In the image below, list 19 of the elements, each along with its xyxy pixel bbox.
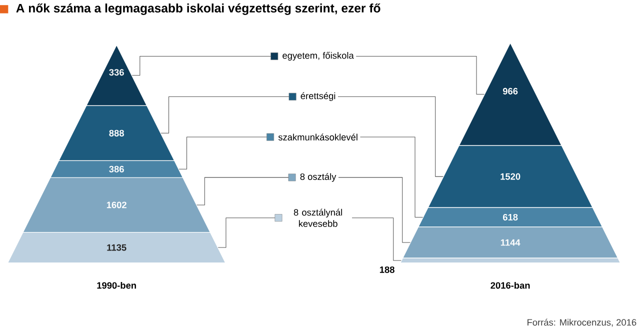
data-label: 1135 [107,244,126,251]
text: Forrás: Mikrocenzus, 2016 [528,318,636,327]
data-label: 386 [109,166,124,172]
category-label: 1990-ben [97,282,136,289]
legend-label: 8 osztály [300,173,336,182]
text: A nők száma a legmagasabb iskolai végzettség szerint, ezer fő [16,3,380,15]
data-label: 1144 [500,239,520,246]
legend-label: 8 osztálynál kevesebb [294,208,342,227]
data-label: 336 [109,69,124,76]
legend-label: egyetem, főiskola [282,52,354,61]
data-label: 618 [502,214,518,220]
category-label: 2016-ban [490,282,530,289]
legend-label: érettségi [300,92,336,101]
data-label: 966 [502,88,518,94]
data-label: 1602 [106,202,126,208]
data-label: 1520 [500,173,520,180]
data-label: 188 [380,266,394,273]
data-label: 888 [109,130,124,136]
legend-label: szakmunkásoklevél [278,134,358,140]
